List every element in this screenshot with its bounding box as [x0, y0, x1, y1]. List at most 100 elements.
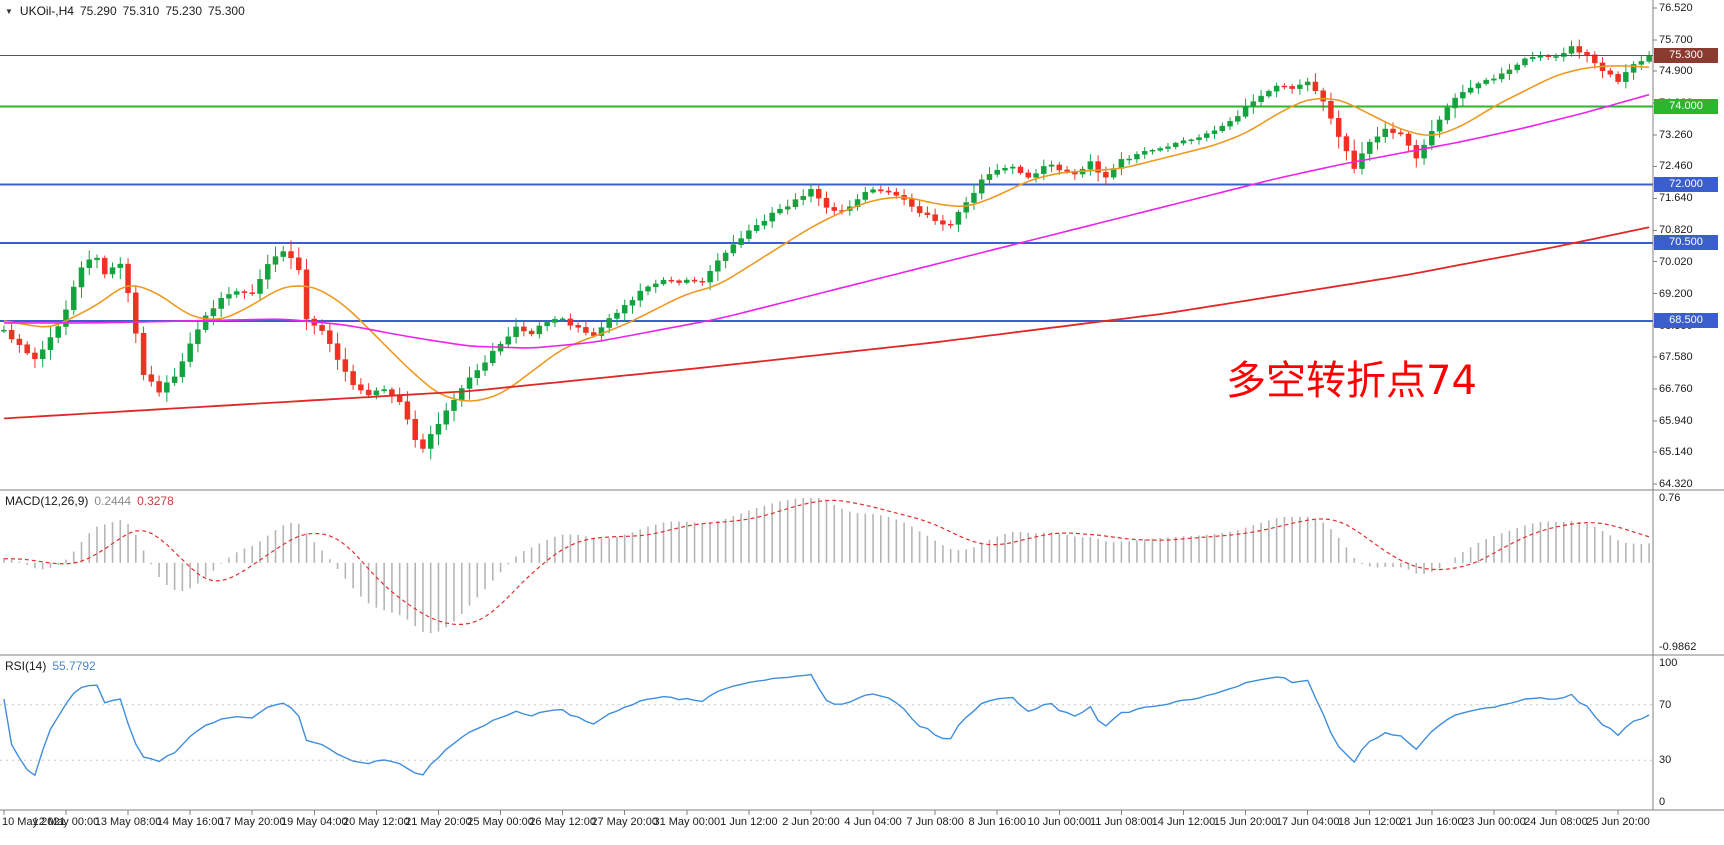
level-price-badge: 68.500	[1654, 313, 1718, 329]
candle-body	[249, 292, 255, 294]
price-axis-label: 67.580	[1659, 350, 1693, 363]
candle-body	[8, 329, 15, 340]
rsi-label: RSI(14)	[5, 659, 47, 673]
candle-body	[614, 312, 620, 319]
candle-body	[1087, 161, 1094, 170]
candle-body	[373, 390, 380, 396]
candle-body	[1002, 168, 1008, 171]
candle-body	[350, 371, 356, 385]
candle-body	[722, 252, 729, 261]
candle-body	[171, 376, 178, 383]
candle-body	[1312, 81, 1319, 91]
candle-body	[1646, 55, 1652, 62]
candle-body	[1188, 139, 1194, 142]
candle-body	[1491, 78, 1497, 81]
candle-body	[16, 338, 23, 345]
candle-body	[909, 199, 915, 207]
candle-body	[490, 350, 496, 364]
candle-body	[916, 206, 923, 214]
candle-body	[187, 343, 193, 362]
candle-body	[1421, 144, 1427, 159]
candle-body	[598, 327, 605, 336]
candle-body	[1211, 130, 1218, 134]
candle-body	[1204, 133, 1210, 138]
candle-body	[800, 196, 806, 200]
candle-body	[1561, 53, 1567, 57]
candle-body	[1623, 72, 1629, 82]
candle-body	[1281, 85, 1288, 88]
candle-body	[1444, 107, 1451, 121]
candle-body	[1506, 69, 1513, 75]
candle-body	[738, 238, 744, 245]
price-axis-label: 70.020	[1659, 255, 1693, 268]
rsi-header: RSI(14) 55.7792	[5, 659, 96, 673]
candle-body	[637, 290, 643, 301]
candle-body	[264, 264, 271, 280]
candle-body	[676, 280, 682, 283]
candle-body	[955, 211, 962, 225]
candle-body	[358, 384, 364, 391]
candle-body	[668, 279, 675, 282]
candle-body	[505, 336, 512, 345]
candle-body	[102, 257, 108, 275]
candle-body	[862, 191, 869, 200]
candle-body	[1289, 86, 1295, 89]
candle-body	[870, 189, 876, 193]
panel-frame-layer	[0, 0, 1724, 815]
symbol-timeframe-label: UKOil-,H4	[19, 4, 74, 18]
candle-body	[1297, 84, 1303, 89]
candle-body	[1025, 172, 1032, 178]
candle-body	[823, 197, 830, 208]
macd-axis-label: -0.9862	[1659, 641, 1697, 653]
time-axis-label: 15 Jun 20:00	[1213, 816, 1278, 828]
candle-body	[606, 318, 612, 328]
time-axis-label: 23 Jun 00:00	[1462, 816, 1526, 828]
candle-body	[1172, 142, 1179, 148]
candle-body	[963, 202, 969, 213]
candle-body	[924, 212, 931, 215]
macd-header: MACD(12,26,9) 0.2444 0.3278	[5, 494, 174, 508]
candle-body	[1, 329, 7, 332]
candle-body	[567, 318, 574, 326]
candle-body	[164, 382, 170, 393]
candle-body	[1374, 136, 1381, 143]
candle-body	[412, 419, 418, 440]
candle-body	[691, 279, 698, 282]
candle-body	[784, 206, 791, 210]
candle-body	[1273, 85, 1280, 92]
moving-averages-layer	[3, 64, 1650, 420]
rsi-axis-label: 70	[1659, 698, 1672, 711]
candle-body	[730, 244, 737, 254]
candle-body	[1398, 132, 1404, 135]
candle-body	[1064, 169, 1070, 172]
price-axis-label: 65.940	[1659, 414, 1693, 427]
collapse-icon[interactable]: ▼	[5, 6, 13, 16]
candle-body	[986, 174, 993, 180]
candle-body	[443, 410, 449, 425]
candle-body	[707, 270, 713, 283]
candle-body	[140, 333, 147, 375]
candle-body	[878, 189, 884, 192]
candle-body	[699, 281, 706, 283]
candle-body	[334, 343, 341, 360]
time-axis-label: 14 May 16:00	[156, 816, 224, 828]
candle-body	[1460, 92, 1466, 99]
candle-body	[1328, 101, 1334, 119]
candle-body	[78, 267, 85, 288]
price-axis-label: 69.200	[1659, 287, 1693, 300]
candle-body	[218, 297, 224, 309]
candle-body	[1033, 173, 1039, 178]
time-axis-label: 11 Jun 08:00	[1089, 816, 1153, 828]
candle-body	[70, 286, 77, 311]
candle-body	[1514, 64, 1520, 71]
candle-body	[1149, 150, 1156, 152]
time-axis-label: 19 May 04:00	[280, 816, 348, 828]
candle-body	[831, 207, 838, 211]
candle-body	[39, 349, 46, 360]
candle-body	[272, 256, 279, 265]
candle-body	[1126, 158, 1132, 161]
time-axis-label: 25 Jun 20:00	[1586, 816, 1650, 828]
candle-body	[1592, 54, 1598, 64]
candle-body	[1227, 121, 1233, 127]
